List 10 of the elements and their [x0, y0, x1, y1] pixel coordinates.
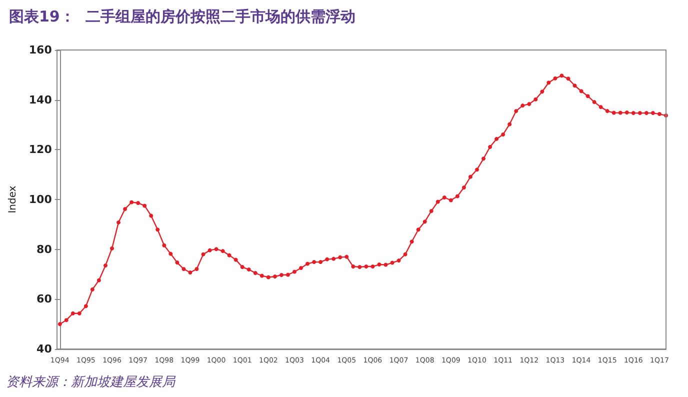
text: 资料来源：新加坡建屋发展局 — [6, 375, 176, 390]
chart-title: 图表19： 二手组屋的房价按照二手市场的供需浮动 — [9, 8, 356, 26]
y-tick-label: 140 — [28, 93, 52, 106]
y-tick-label: 160 — [28, 44, 52, 56]
y-tick-label: 100 — [28, 193, 52, 206]
y-axis-title: Index — [8, 186, 18, 214]
y-tick-label: 120 — [28, 143, 52, 156]
y-tick-label: 80 — [36, 242, 52, 256]
y-tick-label: 40 — [36, 342, 52, 356]
y-tick-label: 60 — [36, 292, 52, 306]
